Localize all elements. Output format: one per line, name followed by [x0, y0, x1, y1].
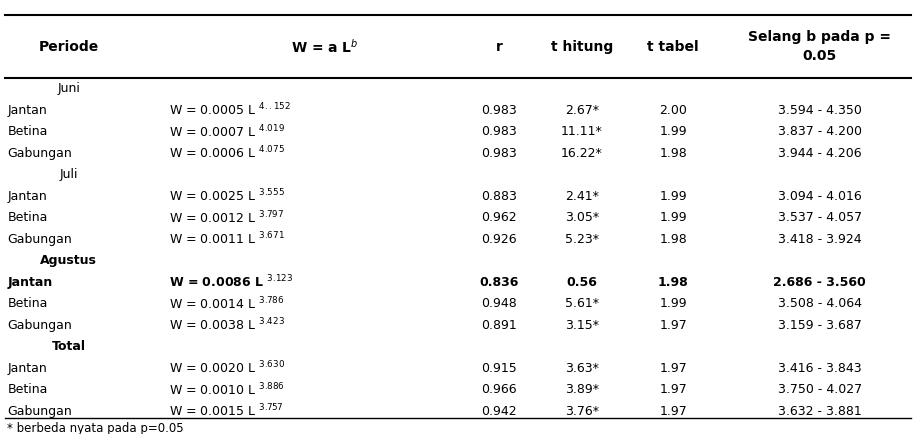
Text: Betina: Betina [7, 297, 48, 310]
Text: t hitung: t hitung [551, 39, 613, 54]
Text: 0.983: 0.983 [481, 147, 518, 160]
Text: 3.632 - 3.881: 3.632 - 3.881 [778, 405, 862, 418]
Text: 5.23*: 5.23* [564, 233, 599, 246]
Text: W = 0.0014 L $^{3.786}$: W = 0.0014 L $^{3.786}$ [169, 296, 285, 312]
Text: Betina: Betina [7, 211, 48, 224]
Text: Gabungan: Gabungan [7, 147, 72, 160]
Text: W = 0.0025 L $^{3.555}$: W = 0.0025 L $^{3.555}$ [169, 188, 285, 205]
Text: 1.99: 1.99 [660, 190, 687, 203]
Text: Juli: Juli [60, 168, 78, 181]
Text: 2.686 - 3.560: 2.686 - 3.560 [773, 276, 867, 289]
Text: Gabungan: Gabungan [7, 319, 72, 332]
Text: 11.11*: 11.11* [561, 125, 603, 138]
Text: W = a L$^{b}$: W = a L$^{b}$ [291, 38, 359, 56]
Text: 16.22*: 16.22* [561, 147, 603, 160]
Text: W = 0.0020 L $^{3.630}$: W = 0.0020 L $^{3.630}$ [169, 360, 286, 377]
Text: 3.159 - 3.687: 3.159 - 3.687 [778, 319, 862, 332]
Text: 0.983: 0.983 [481, 125, 518, 138]
Text: 3.508 - 4.064: 3.508 - 4.064 [778, 297, 862, 310]
Text: Selang b pada p =
0.05: Selang b pada p = 0.05 [748, 30, 891, 63]
Text: 1.99: 1.99 [660, 125, 687, 138]
Text: 1.97: 1.97 [660, 319, 687, 332]
Text: 2.41*: 2.41* [565, 190, 598, 203]
Text: 0.891: 0.891 [481, 319, 518, 332]
Text: 5.61*: 5.61* [564, 297, 599, 310]
Text: 3.094 - 4.016: 3.094 - 4.016 [778, 190, 862, 203]
Text: W = 0.0005 L $^{4..152}$: W = 0.0005 L $^{4..152}$ [169, 102, 291, 119]
Text: 3.05*: 3.05* [564, 211, 599, 224]
Text: 3.418 - 3.924: 3.418 - 3.924 [778, 233, 862, 246]
Text: 0.983: 0.983 [481, 104, 518, 117]
Text: 3.594 - 4.350: 3.594 - 4.350 [778, 104, 862, 117]
Text: 1.97: 1.97 [660, 362, 687, 375]
Text: W = 0.0011 L $^{3.671}$: W = 0.0011 L $^{3.671}$ [169, 231, 285, 248]
Text: Jantan: Jantan [7, 104, 47, 117]
Text: * berbeda nyata pada p=0.05: * berbeda nyata pada p=0.05 [7, 422, 184, 434]
Text: W = 0.0012 L $^{3.797}$: W = 0.0012 L $^{3.797}$ [169, 210, 285, 226]
Text: 3.89*: 3.89* [564, 383, 599, 396]
Text: 3.944 - 4.206: 3.944 - 4.206 [778, 147, 862, 160]
Text: 3.76*: 3.76* [564, 405, 599, 418]
Text: 2.00: 2.00 [660, 104, 687, 117]
Text: 1.98: 1.98 [660, 147, 687, 160]
Text: 0.836: 0.836 [480, 276, 518, 289]
Text: 0.948: 0.948 [481, 297, 518, 310]
Text: 1.98: 1.98 [658, 276, 689, 289]
Text: 1.99: 1.99 [660, 211, 687, 224]
Text: 1.99: 1.99 [660, 297, 687, 310]
Text: 3.15*: 3.15* [564, 319, 599, 332]
Text: 0.883: 0.883 [481, 190, 518, 203]
Text: W = 0.0086 L $^{3.123}$: W = 0.0086 L $^{3.123}$ [169, 274, 294, 291]
Text: 1.97: 1.97 [660, 383, 687, 396]
Text: Betina: Betina [7, 383, 48, 396]
Text: Jantan: Jantan [7, 362, 47, 375]
Text: 1.97: 1.97 [660, 405, 687, 418]
Text: 0.966: 0.966 [482, 383, 517, 396]
Text: Gabungan: Gabungan [7, 233, 72, 246]
Text: 1.98: 1.98 [660, 233, 687, 246]
Text: 2.67*: 2.67* [564, 104, 599, 117]
Text: W = 0.0007 L $^{4.019}$: W = 0.0007 L $^{4.019}$ [169, 124, 286, 140]
Text: 3.837 - 4.200: 3.837 - 4.200 [778, 125, 862, 138]
Text: 0.56: 0.56 [566, 276, 597, 289]
Text: 3.63*: 3.63* [565, 362, 598, 375]
Text: Jantan: Jantan [7, 190, 47, 203]
Text: W = 0.0038 L $^{3.423}$: W = 0.0038 L $^{3.423}$ [169, 317, 286, 334]
Text: W = 0.0015 L $^{3.757}$: W = 0.0015 L $^{3.757}$ [169, 403, 284, 420]
Text: Jantan: Jantan [7, 276, 52, 289]
Text: Total: Total [51, 340, 86, 353]
Text: 3.750 - 4.027: 3.750 - 4.027 [778, 383, 862, 396]
Text: 0.942: 0.942 [482, 405, 517, 418]
Text: Agustus: Agustus [40, 254, 97, 267]
Text: W = 0.0006 L $^{4.075}$: W = 0.0006 L $^{4.075}$ [169, 145, 285, 162]
Text: 0.962: 0.962 [482, 211, 517, 224]
Text: W = 0.0010 L $^{3.886}$: W = 0.0010 L $^{3.886}$ [169, 381, 285, 398]
Text: 0.915: 0.915 [481, 362, 518, 375]
Text: 0.926: 0.926 [482, 233, 517, 246]
Text: Juni: Juni [58, 82, 80, 95]
Text: r: r [496, 39, 503, 54]
Text: Gabungan: Gabungan [7, 405, 72, 418]
Text: Periode: Periode [38, 39, 99, 54]
Text: 3.537 - 4.057: 3.537 - 4.057 [778, 211, 862, 224]
Text: t tabel: t tabel [648, 39, 699, 54]
Text: 3.416 - 3.843: 3.416 - 3.843 [778, 362, 862, 375]
Text: Betina: Betina [7, 125, 48, 138]
